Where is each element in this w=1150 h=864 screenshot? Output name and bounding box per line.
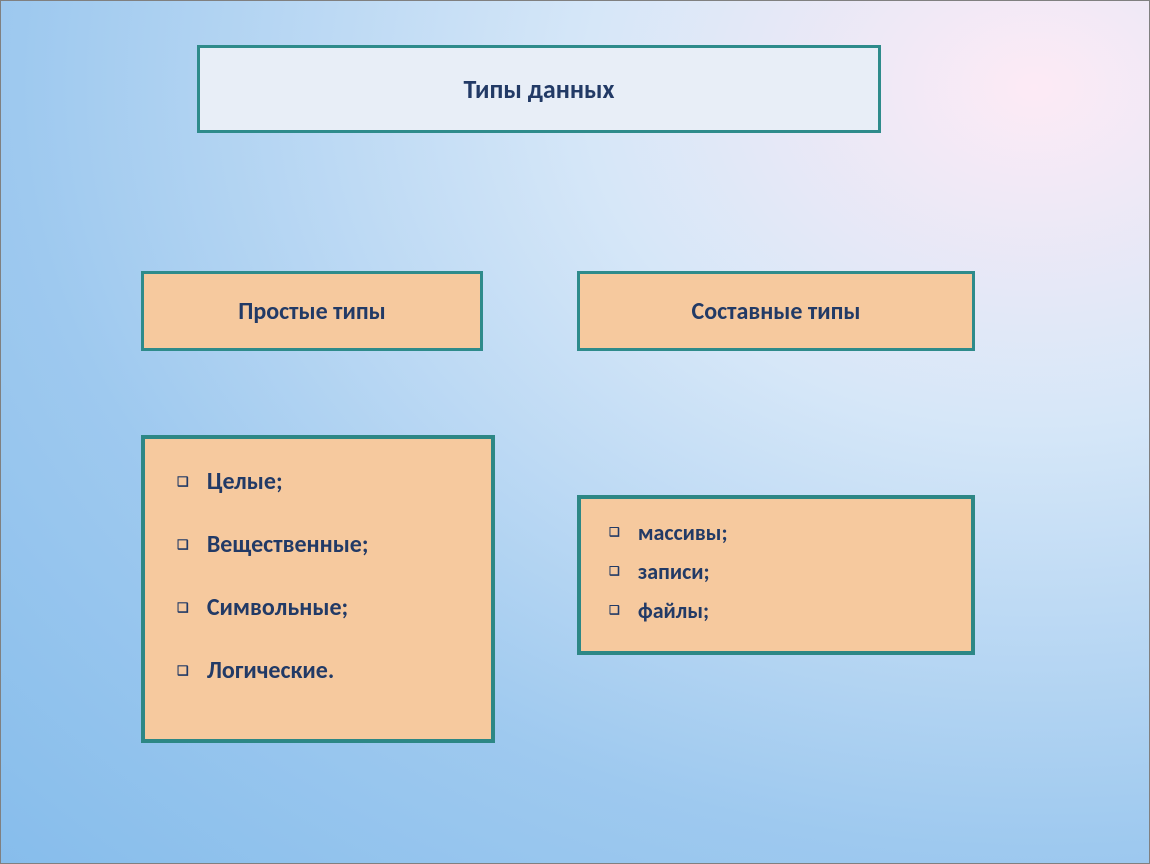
list-item: Логические. (177, 656, 491, 685)
list: массивы; записи; файлы; (609, 519, 971, 624)
list-item: файлы; (609, 597, 971, 624)
list: Целые; Вещественные; Символьные; Логичес… (177, 467, 491, 685)
title-text: Типы данных (463, 73, 614, 105)
category-label: Составные типы (691, 297, 860, 326)
simple-types-list: Целые; Вещественные; Символьные; Логичес… (141, 435, 495, 743)
category-label: Простые типы (238, 297, 386, 326)
list-item: Символьные; (177, 593, 491, 622)
list-item: записи; (609, 558, 971, 585)
list-item: Целые; (177, 467, 491, 496)
list-item: массивы; (609, 519, 971, 546)
title-box: Типы данных (197, 45, 881, 133)
category-simple-types: Простые типы (141, 271, 483, 351)
slide: Типы данных Простые типы Составные типы … (0, 0, 1150, 864)
list-item: Вещественные; (177, 530, 491, 559)
category-composite-types: Составные типы (577, 271, 975, 351)
composite-types-list: массивы; записи; файлы; (577, 495, 975, 655)
